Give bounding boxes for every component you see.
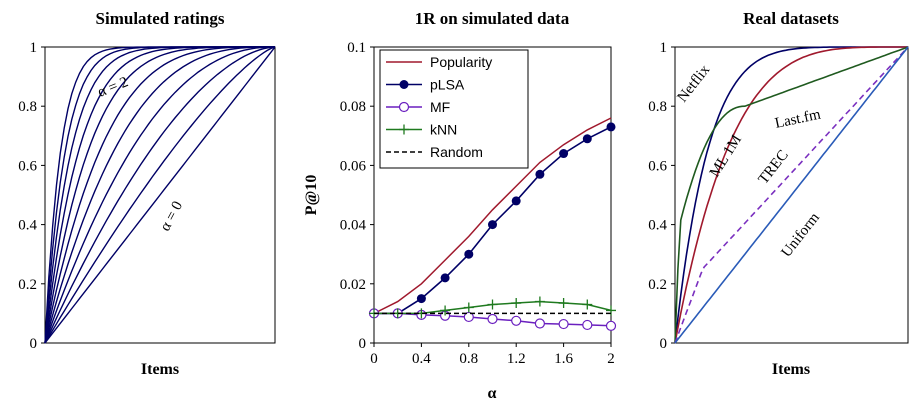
panel1-curve-line	[44, 46, 276, 344]
panel3-ytick-label: 0	[660, 336, 668, 352]
series-mf-point	[511, 315, 522, 326]
panel2-y-ticks: 0 0.02 0.04 0.06 0.08 0.1	[340, 40, 374, 352]
curve-uniform-line	[674, 46, 909, 344]
series-plsa-point	[582, 134, 592, 144]
series-knn-point	[440, 305, 451, 316]
series-plsa-point	[464, 249, 474, 259]
panel2-xtick-label: 1.6	[554, 351, 573, 367]
panel1-curve-line	[44, 46, 275, 344]
panel2-ytick-label: 0.08	[340, 99, 366, 115]
label-netflix: Netflix	[675, 62, 714, 106]
panel3-curves	[674, 46, 909, 344]
label-trec: TREC	[756, 147, 792, 187]
series-mf-point	[605, 320, 617, 331]
panel1-curve-line	[44, 46, 275, 344]
series-plsa-point	[488, 220, 497, 230]
panel2-x-ticks: 0 0.4 0.8 1.2 1.6 2	[370, 343, 615, 367]
series-plsa-point	[416, 294, 426, 304]
curve-lastfm-line	[674, 46, 909, 344]
annotation-alpha-0: α = 0	[157, 199, 186, 234]
panel1-y-ticks: 0 0.2 0.4 0.6 0.8 1	[18, 40, 45, 352]
series-mf-point	[558, 318, 569, 330]
panel2-title: 1R on simulated data	[415, 9, 570, 28]
series-knn-point	[534, 296, 545, 307]
curve-trec-line	[674, 46, 909, 344]
panel1-curve-line	[44, 46, 276, 344]
series-plsa-point	[535, 169, 545, 179]
panel2-y-label: P@10	[303, 175, 320, 216]
panel3-ytick-label: 0.2	[648, 277, 667, 293]
panel2-frame	[373, 46, 612, 344]
panel3-ytick-label: 1	[660, 40, 668, 56]
legend-mf-marker	[398, 101, 410, 113]
panel2-ytick-label: 0.02	[340, 277, 366, 293]
series-plsa-point	[606, 122, 616, 132]
series-mf-point	[487, 313, 498, 325]
label-uniform: Uniform	[779, 210, 824, 261]
series-mf-point	[582, 319, 593, 331]
panel2-ytick-label: 0.1	[347, 40, 366, 56]
panel1-ytick-label: 0.6	[18, 158, 37, 174]
label-lastfm: Last.fm	[774, 107, 823, 132]
panel3-y-ticks: 0 0.2 0.4 0.6 0.8 1	[648, 40, 675, 352]
panel1-curves	[44, 46, 276, 344]
series-popularity-line	[373, 117, 612, 315]
series-plsa-point	[511, 196, 521, 206]
series-plsa-point	[440, 273, 450, 283]
legend-plsa-marker	[399, 80, 409, 89]
curve-ml1m-line	[674, 46, 908, 344]
panel2-ytick-label: 0	[359, 336, 367, 352]
panel1-ytick-label: 0.4	[18, 218, 37, 234]
panel2-series	[368, 117, 617, 331]
panel3-x-label: Items	[772, 361, 810, 378]
panel1-ytick-label: 0.2	[18, 277, 37, 293]
label-ml1m: ML 1M	[707, 132, 745, 180]
series-knn-point	[511, 298, 522, 309]
panel1-title: Simulated ratings	[96, 9, 225, 28]
panel1-curve-line	[44, 46, 276, 344]
panel2-xtick-label: 0	[370, 351, 378, 367]
panel1-ytick-label: 1	[30, 40, 38, 56]
series-mf-point	[534, 318, 546, 329]
panel2-ytick-label: 0.04	[340, 218, 367, 234]
legend-knn-marker	[399, 124, 409, 135]
legend-plsa-label: pLSA	[430, 77, 465, 93]
panel3-ytick-label: 0.6	[648, 158, 667, 174]
series-knn-point	[463, 302, 474, 313]
legend-mf-label: MF	[430, 99, 450, 115]
series-knn-point	[558, 298, 569, 309]
panel1-curve-line	[44, 46, 275, 344]
panel2-x-label: α	[488, 385, 497, 402]
legend-popularity-label: Popularity	[430, 54, 492, 70]
panel3-frame	[674, 46, 909, 344]
panel1-ytick-label: 0	[30, 336, 38, 352]
panel-simulated-ratings: Simulated ratings 00.20.40.60.81 α = 2 α…	[18, 9, 276, 378]
legend-random-label: Random	[430, 144, 483, 160]
panel-real-datasets: Real datasets 0 0.2 0.4 0.6 0.8 1 Netflix ML …	[648, 9, 909, 378]
panel-1r-simulated: 1R on simulated data 0 0.02 0.04 0.06 0.08 0.…	[303, 9, 617, 402]
panel2-legend: Popularity pLSA MF kNN Random	[379, 49, 529, 169]
panel1-ytick-label: 0.8	[18, 99, 37, 115]
legend-knn-label: kNN	[430, 122, 457, 138]
panel2-xtick-label: 0.4	[412, 351, 431, 367]
panel1-x-label: Items	[141, 361, 179, 378]
panel2-xtick-label: 0.8	[459, 351, 478, 367]
panel2-xtick-label: 1.2	[507, 351, 526, 367]
panel2-ytick-label: 0.06	[340, 158, 367, 174]
panel3-title: Real datasets	[743, 9, 839, 28]
panel3-ytick-label: 0.8	[648, 99, 667, 115]
panel3-ytick-label: 0.4	[648, 218, 667, 234]
series-knn-point	[487, 299, 498, 310]
series-plsa-point	[559, 149, 569, 159]
series-knn-point	[582, 299, 593, 310]
panel2-xtick-label: 2	[607, 351, 615, 367]
